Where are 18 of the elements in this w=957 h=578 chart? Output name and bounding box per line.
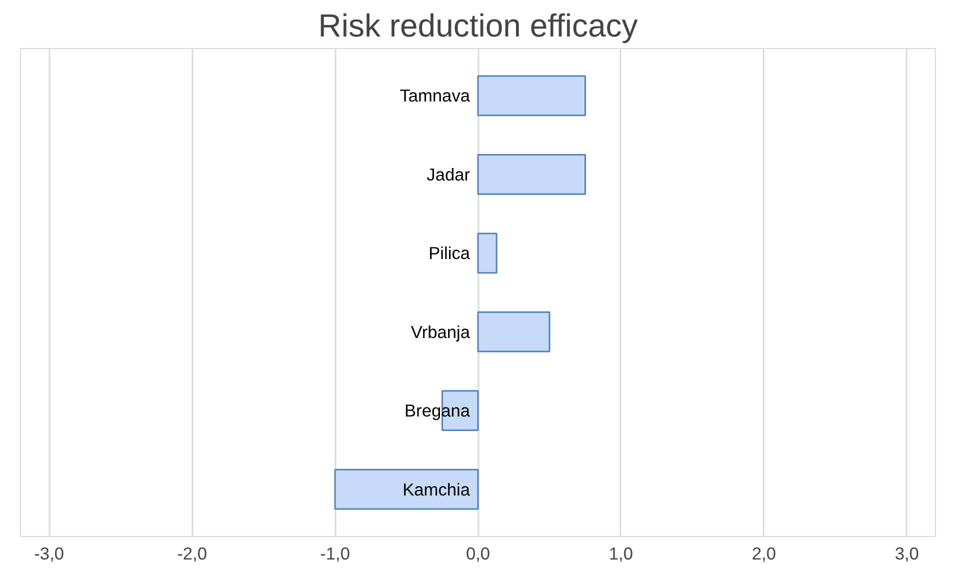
x-tick-label: 0,0 <box>466 544 490 564</box>
x-tick-label: 2,0 <box>752 544 776 564</box>
y-tick-label: Kamchia <box>402 479 470 500</box>
bar <box>334 468 479 510</box>
x-tick-label: 1,0 <box>608 544 634 564</box>
y-tick-label: Vrbanja <box>410 322 470 342</box>
chart-title: Risk reduction efficacy <box>318 8 638 44</box>
y-tick-label: Jadar <box>426 164 470 184</box>
bar <box>477 75 586 116</box>
x-tick-label: -2,0 <box>177 544 207 564</box>
y-tick-label: Pilica <box>428 243 470 264</box>
bar <box>477 232 498 274</box>
x-tick-label: -3,0 <box>34 544 64 564</box>
bar <box>477 311 550 352</box>
y-tick-label: Tamnava <box>400 86 470 106</box>
x-tick-label: -1,0 <box>320 544 350 564</box>
bar <box>477 154 586 195</box>
x-tick-label: 3,0 <box>894 544 919 564</box>
